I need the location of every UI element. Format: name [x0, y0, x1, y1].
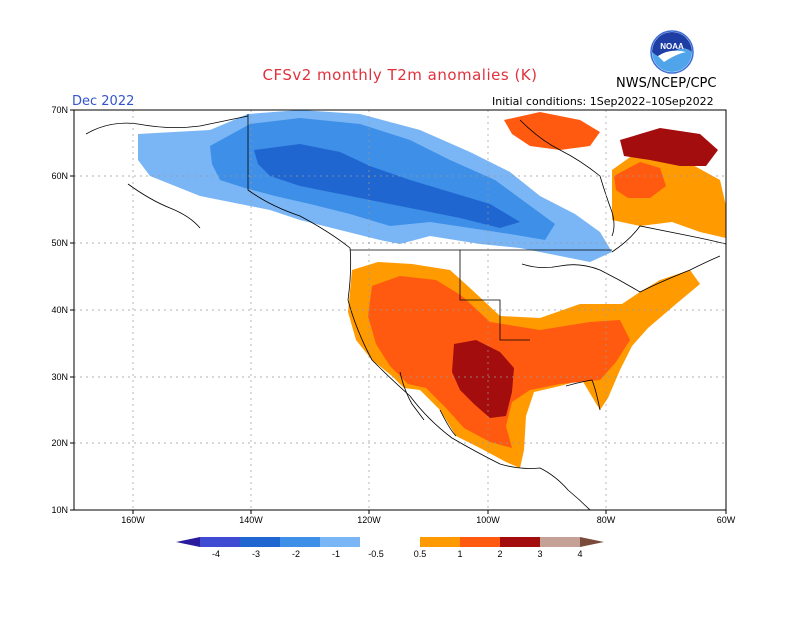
lon-label-120w: 120W — [357, 515, 381, 525]
lat-label-40n: 40N — [51, 305, 68, 315]
legend-arrow-right — [580, 537, 604, 547]
logo-text: NOAA — [660, 42, 684, 51]
map-title: CFSv2 monthly T2m anomalies (K) — [262, 66, 538, 84]
legend-swatch-7 — [420, 537, 460, 547]
legend-swatch-5 — [360, 537, 400, 547]
legend-label: -3 — [252, 549, 260, 559]
lon-label-100w: 100W — [476, 515, 500, 525]
lon-label-140w: 140W — [239, 515, 263, 525]
arctic-warm — [504, 112, 600, 150]
lat-label-50n: 50N — [51, 238, 68, 248]
coastlines — [85, 114, 727, 511]
lon-label-60w: 60W — [717, 515, 736, 525]
lon-label-80w: 80W — [597, 515, 616, 525]
quebec-warm-mid — [614, 162, 666, 198]
legend-label: -4 — [212, 549, 220, 559]
legend-label: -2 — [292, 549, 300, 559]
legend-label: 3 — [537, 549, 542, 559]
legend-label: -1 — [332, 549, 340, 559]
legend-arrow-left — [176, 537, 200, 547]
legend-label: 2 — [497, 549, 502, 559]
forecast-month: Dec 2022 — [72, 94, 135, 109]
lon-label-160w: 160W — [121, 515, 145, 525]
legend-swatch-8 — [460, 537, 500, 547]
legend-swatch-10 — [540, 537, 580, 547]
legend-swatch-2 — [240, 537, 280, 547]
legend-swatch-1 — [200, 537, 240, 547]
legend-label: 1 — [457, 549, 462, 559]
lat-label-20n: 20N — [51, 438, 68, 448]
legend-swatch-4 — [320, 537, 360, 547]
quebec-warm-strong — [620, 128, 718, 166]
legend-label: 0.5 — [414, 549, 427, 559]
cold-anomaly-region — [138, 110, 612, 262]
legend-swatch-9 — [500, 537, 540, 547]
initial-conditions: Initial conditions: 1Sep2022–10Sep2022 — [492, 95, 714, 108]
warm-anomaly-region — [348, 112, 726, 468]
legend-swatch-3 — [280, 537, 320, 547]
canada-cold-strong — [254, 144, 520, 228]
color-legend: -4 -3 -2 -1 -0.5 0.5 1 2 3 4 — [176, 537, 604, 559]
lat-label-10n: 10N — [51, 505, 68, 515]
us-warm-strong — [452, 340, 514, 418]
graticule — [74, 110, 726, 510]
legend-label: 4 — [577, 549, 582, 559]
lat-label-60n: 60N — [51, 171, 68, 181]
lat-label-70n: 70N — [51, 105, 68, 115]
lat-label-30n: 30N — [51, 372, 68, 382]
agency-label: NWS/NCEP/CPC — [616, 76, 717, 91]
legend-label: -0.5 — [368, 549, 384, 559]
noaa-logo: NOAA — [650, 30, 694, 78]
